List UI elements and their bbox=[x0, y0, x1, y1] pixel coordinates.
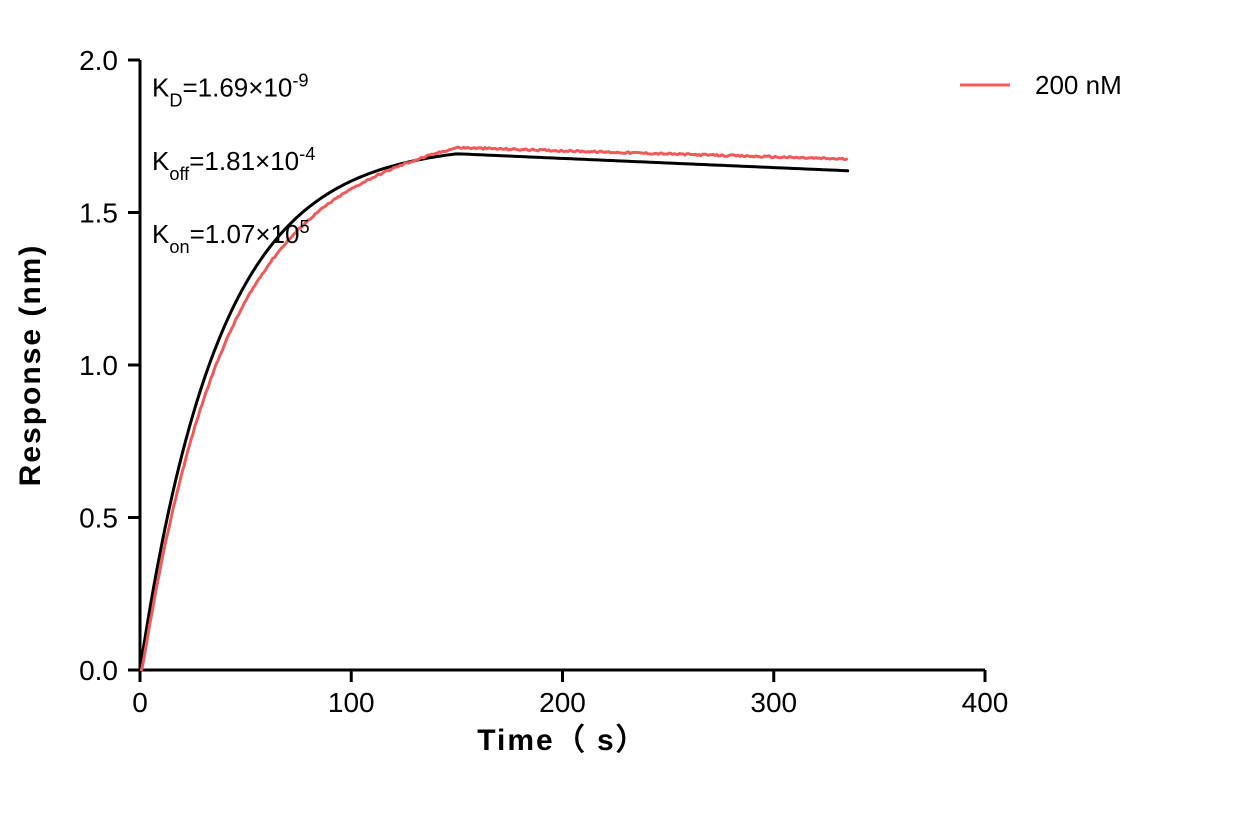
x-tick-label: 400 bbox=[962, 687, 1009, 718]
kinetics-chart: 0 100 200 300 400 0.0 0.5 1.0 1.5 2.0 Time（ s） Resp… bbox=[0, 0, 1233, 825]
x-tick-label: 0 bbox=[132, 687, 148, 718]
legend-label: 200 nM bbox=[1035, 70, 1122, 100]
x-tick-label: 100 bbox=[328, 687, 375, 718]
x-tick-label: 200 bbox=[539, 687, 586, 718]
y-tick-label: 1.0 bbox=[79, 350, 118, 381]
y-tick-label: 2.0 bbox=[79, 45, 118, 76]
x-axis-label: Time（ s） bbox=[477, 723, 648, 757]
y-axis-label: Response (nm) bbox=[14, 244, 47, 487]
y-tick-label: 0.5 bbox=[79, 503, 118, 534]
chart-svg: 0 100 200 300 400 0.0 0.5 1.0 1.5 2.0 Time（ s） Resp… bbox=[0, 0, 1233, 825]
y-tick-label: 1.5 bbox=[79, 198, 118, 229]
y-tick-label: 0.0 bbox=[79, 655, 118, 686]
x-tick-label: 300 bbox=[750, 687, 797, 718]
